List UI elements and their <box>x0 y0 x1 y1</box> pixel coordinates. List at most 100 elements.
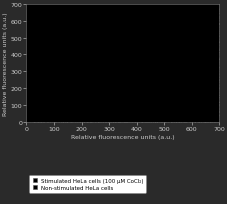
Point <box>65 76 68 79</box>
Point <box>83 58 87 61</box>
Point <box>47 66 51 70</box>
Point <box>81 13 85 17</box>
Point <box>117 95 121 98</box>
Point <box>156 51 160 54</box>
Point <box>132 117 136 121</box>
Point <box>213 59 217 62</box>
Point <box>189 103 193 106</box>
Point <box>214 116 218 119</box>
Point <box>209 92 212 96</box>
Point <box>174 116 178 120</box>
Point <box>162 110 166 113</box>
Point <box>82 118 86 122</box>
Point <box>85 74 89 78</box>
Point <box>26 95 30 98</box>
Point <box>193 86 197 90</box>
Point <box>91 58 95 61</box>
Point <box>140 83 144 86</box>
Point <box>173 67 177 70</box>
Point <box>208 3 212 7</box>
Point <box>209 109 213 112</box>
Point <box>145 35 149 38</box>
Point <box>173 54 177 58</box>
Point <box>84 106 88 109</box>
Point <box>179 120 183 123</box>
Point <box>86 27 90 30</box>
Point <box>197 9 200 12</box>
Point <box>213 31 217 35</box>
Point <box>64 55 67 59</box>
Point <box>104 71 107 74</box>
Point <box>99 59 103 62</box>
Point <box>32 106 36 110</box>
Point <box>165 59 169 62</box>
Point <box>94 7 98 10</box>
Point <box>56 101 60 104</box>
Point <box>206 86 209 89</box>
Point <box>116 101 119 104</box>
Point <box>70 8 74 12</box>
Point <box>135 89 139 92</box>
Point <box>118 46 122 50</box>
Point <box>204 67 207 71</box>
Point <box>80 98 84 101</box>
Point <box>146 75 149 78</box>
Point <box>114 16 118 19</box>
Point <box>107 26 111 29</box>
Point <box>111 46 115 50</box>
Point <box>106 108 110 111</box>
Point <box>79 22 83 25</box>
Point <box>206 21 210 25</box>
Point <box>108 39 112 42</box>
Point <box>111 110 114 113</box>
Point <box>74 10 78 14</box>
Point <box>150 83 154 86</box>
Point <box>74 86 78 89</box>
Point <box>183 45 186 49</box>
Point <box>143 61 147 64</box>
Point <box>137 114 141 117</box>
Point <box>170 109 173 112</box>
Point <box>168 4 172 7</box>
Point <box>57 19 61 22</box>
Point <box>138 25 141 28</box>
Point <box>122 9 126 12</box>
Point <box>149 102 153 105</box>
Point <box>174 119 178 122</box>
Point <box>78 115 82 119</box>
Point <box>59 64 63 67</box>
Point <box>53 64 57 67</box>
Point <box>200 23 203 27</box>
Point <box>69 63 73 66</box>
Point <box>38 37 42 40</box>
Point <box>138 37 142 40</box>
Point <box>191 72 195 75</box>
Point <box>54 98 58 101</box>
Point <box>84 13 88 16</box>
Point <box>37 16 41 19</box>
Point <box>98 100 102 103</box>
Point <box>96 70 100 73</box>
Point <box>36 41 40 44</box>
Point <box>120 59 124 62</box>
Point <box>171 78 175 81</box>
Point <box>79 24 83 28</box>
Point <box>176 66 180 70</box>
Point <box>201 50 205 53</box>
Point <box>84 118 87 121</box>
Point <box>25 61 29 64</box>
Point <box>210 10 213 13</box>
Point <box>66 59 70 63</box>
Point <box>159 24 163 27</box>
Point <box>32 86 35 89</box>
Point <box>181 4 185 8</box>
Point <box>208 82 212 86</box>
Point <box>35 95 39 98</box>
Point <box>148 4 152 8</box>
Point <box>72 106 75 109</box>
Point <box>61 37 65 40</box>
Point <box>130 26 134 30</box>
Point <box>33 45 37 48</box>
Point <box>33 80 37 83</box>
Point <box>69 114 73 118</box>
